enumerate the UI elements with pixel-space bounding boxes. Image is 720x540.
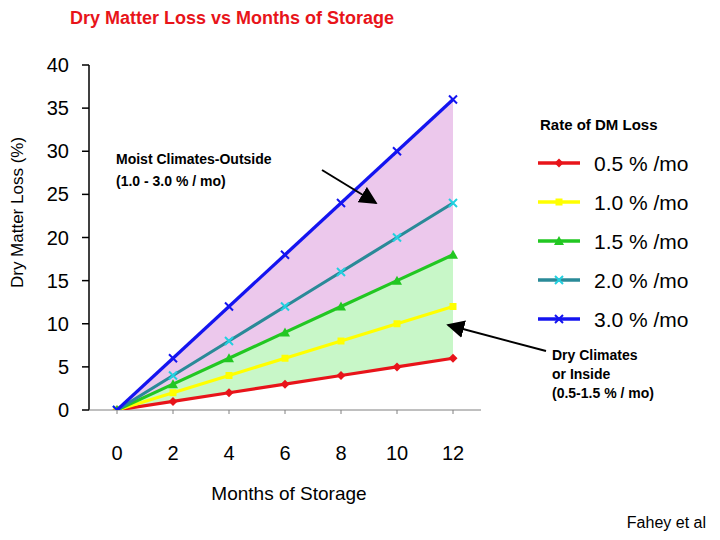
source: Fahey et al bbox=[627, 514, 706, 531]
marker bbox=[282, 355, 289, 362]
plot-area bbox=[112, 96, 458, 411]
marker bbox=[225, 388, 234, 397]
x-tick bbox=[285, 410, 286, 414]
y-tick bbox=[82, 64, 89, 66]
chart: Dry Matter Loss vs Months of Storage Dry … bbox=[0, 0, 720, 540]
annotation-text: or Inside bbox=[552, 366, 611, 382]
x-tick-label: 8 bbox=[335, 442, 346, 464]
marker bbox=[280, 327, 290, 336]
marker bbox=[392, 276, 402, 285]
y-tick-label: 30 bbox=[47, 140, 69, 162]
x-axis-label: Months of Storage bbox=[211, 483, 366, 504]
x-tick-label: 10 bbox=[386, 442, 408, 464]
y-tick-label: 5 bbox=[58, 356, 69, 378]
marker bbox=[393, 147, 401, 155]
marker bbox=[554, 236, 564, 245]
legend-label: 2.0 % /mo bbox=[594, 269, 689, 292]
annotation-text: Dry Climates bbox=[552, 347, 638, 363]
x-tick bbox=[229, 410, 230, 414]
marker bbox=[113, 406, 121, 410]
y-tick bbox=[82, 194, 89, 196]
series-line bbox=[117, 100, 453, 411]
marker bbox=[168, 379, 178, 388]
legend-label: 0.5 % /mo bbox=[594, 152, 689, 175]
y-tick bbox=[82, 107, 89, 109]
x-tick-label: 0 bbox=[111, 442, 122, 464]
series-line bbox=[117, 358, 453, 410]
marker bbox=[555, 159, 564, 168]
marker bbox=[393, 362, 402, 371]
marker bbox=[169, 397, 178, 406]
annotation-arrow bbox=[448, 325, 546, 351]
y-tick bbox=[82, 323, 89, 325]
legend-label: 3.0 % /mo bbox=[594, 308, 689, 331]
series-line bbox=[117, 255, 453, 410]
marker bbox=[338, 338, 345, 345]
x-tick-label: 6 bbox=[279, 442, 290, 464]
series-line bbox=[117, 307, 453, 411]
marker bbox=[225, 303, 233, 311]
marker bbox=[449, 354, 458, 363]
y-tick-label: 15 bbox=[47, 270, 69, 292]
annotation-text: Moist Climates-Outside bbox=[116, 151, 272, 167]
marker bbox=[337, 371, 346, 380]
annotation-arrow bbox=[322, 170, 376, 203]
y-tick-label: 20 bbox=[47, 227, 69, 249]
marker bbox=[394, 320, 401, 327]
marker bbox=[556, 199, 563, 206]
title: Dry Matter Loss vs Months of Storage bbox=[70, 8, 394, 28]
legend-label: 1.5 % /mo bbox=[594, 230, 689, 253]
y-tick-label: 25 bbox=[47, 183, 69, 205]
marker bbox=[281, 251, 289, 259]
marker bbox=[337, 199, 345, 207]
y-axis-label: Dry Matter Loss (%) bbox=[8, 137, 27, 288]
y-tick-label: 10 bbox=[47, 313, 69, 335]
x-tick bbox=[173, 410, 174, 414]
annotation-text: (1.0 - 3.0 % / mo) bbox=[116, 173, 226, 189]
y-tick bbox=[82, 151, 89, 153]
y-tick-label: 0 bbox=[58, 399, 69, 421]
series-line bbox=[117, 203, 453, 410]
legend-title: Rate of DM Loss bbox=[540, 116, 658, 133]
band-fill bbox=[117, 255, 453, 410]
y-tick bbox=[82, 409, 89, 411]
marker bbox=[281, 303, 289, 311]
x-tick-label: 2 bbox=[167, 442, 178, 464]
marker bbox=[450, 303, 457, 310]
marker bbox=[169, 354, 177, 362]
x-tick bbox=[117, 410, 118, 414]
marker bbox=[226, 372, 233, 379]
marker bbox=[170, 389, 177, 396]
marker bbox=[555, 276, 563, 284]
x-tick bbox=[397, 410, 398, 414]
marker bbox=[225, 337, 233, 345]
marker bbox=[336, 302, 346, 311]
marker bbox=[449, 199, 457, 207]
marker bbox=[169, 372, 177, 380]
x-tick bbox=[341, 410, 342, 414]
legend-label: 1.0 % /mo bbox=[594, 191, 689, 214]
y-tick bbox=[82, 280, 89, 282]
marker bbox=[281, 380, 290, 389]
band-fill bbox=[117, 100, 453, 411]
marker bbox=[224, 353, 234, 362]
marker bbox=[393, 234, 401, 242]
y-tick bbox=[82, 366, 89, 368]
y-tick-label: 35 bbox=[47, 97, 69, 119]
y-tick bbox=[82, 237, 89, 239]
annotation-text: (0.5-1.5 % / mo) bbox=[552, 385, 654, 401]
marker bbox=[555, 315, 563, 323]
marker bbox=[449, 96, 457, 104]
x-tick-label: 12 bbox=[442, 442, 464, 464]
y-tick-label: 40 bbox=[47, 54, 69, 76]
x-tick bbox=[453, 410, 454, 414]
marker bbox=[337, 268, 345, 276]
x-tick-label: 4 bbox=[223, 442, 234, 464]
marker bbox=[448, 250, 458, 259]
